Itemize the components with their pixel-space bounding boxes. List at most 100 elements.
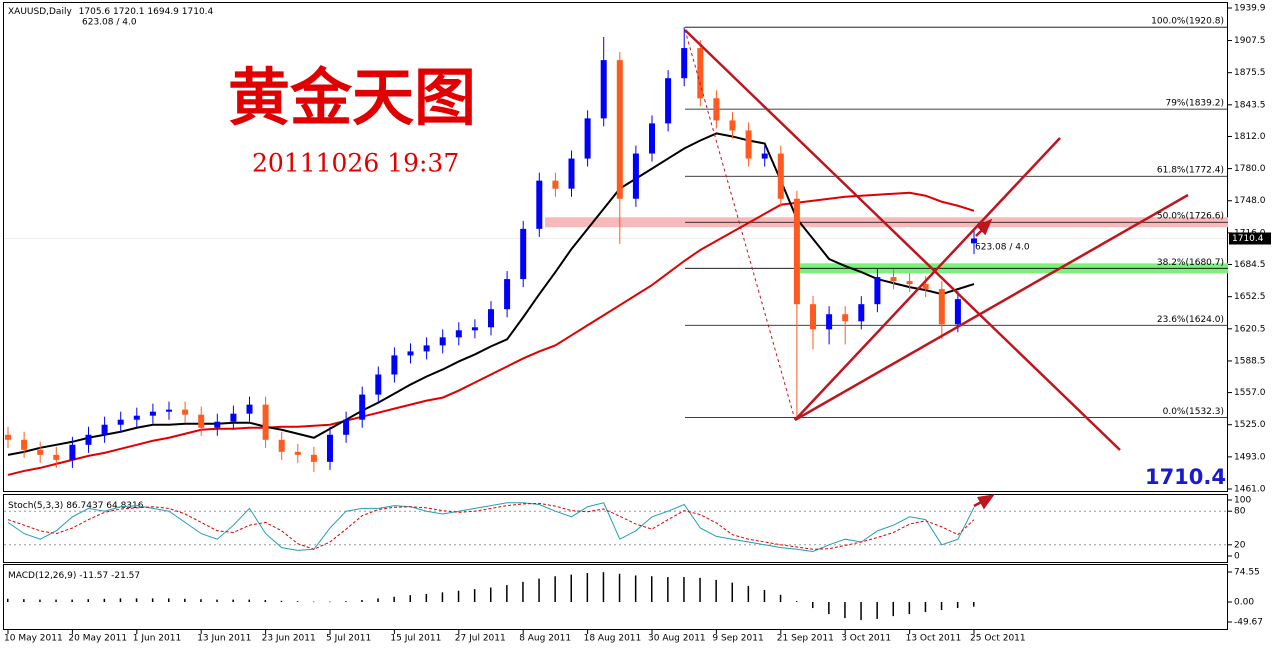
candle-body — [777, 153, 784, 199]
moving-average — [7, 191, 975, 476]
macd-panel — [3, 564, 1228, 630]
candle-body — [166, 409, 172, 412]
ohlc-close: 1710.4 — [182, 7, 214, 17]
y-tick-label: 1875.5 — [1234, 68, 1266, 78]
candle-body — [294, 451, 301, 455]
x-tick-label: 5 Jul 2011 — [326, 634, 371, 644]
candle-body — [826, 314, 833, 330]
macd-bar — [441, 592, 444, 603]
macd-bar — [795, 601, 798, 603]
macd-bar — [651, 576, 653, 603]
x-tick-label: 23 Jun 2011 — [262, 634, 316, 644]
candle-body — [5, 434, 11, 440]
trend-line — [794, 193, 1189, 422]
macd-bar — [876, 602, 878, 619]
symbol-title: XAUUSD,Daily 1705.6 1720.1 1694.9 1710.4 — [8, 7, 214, 17]
macd-bar — [747, 585, 750, 603]
fib-label: 23.6%(1624.0) — [1157, 315, 1224, 325]
y-tick-label: 1748.0 — [1234, 196, 1266, 206]
ohlc-open: 1705.6 — [79, 7, 111, 17]
fib-label: 38.2%(1680.7) — [1157, 258, 1224, 268]
moving-average — [7, 132, 975, 456]
candle-body — [649, 123, 655, 154]
candle-body — [246, 404, 253, 414]
macd-bar — [23, 599, 25, 603]
macd-bar — [232, 599, 234, 603]
y-tick-label: 1780.0 — [1234, 164, 1266, 174]
y-tick-label: 74.55 — [1234, 568, 1260, 578]
x-tick-label: 8 Aug 2011 — [519, 634, 571, 644]
macd-bar — [554, 576, 556, 603]
macd-bar — [667, 577, 669, 603]
x-tick-label: 18 Aug 2011 — [584, 634, 642, 644]
fib-label: 79%(1839.2) — [1165, 99, 1224, 109]
y-tick-label: 1939.9 — [1234, 4, 1266, 14]
y-tick-label: -49.67 — [1234, 618, 1263, 628]
stoch-title: Stoch(5,3,3) 86.7437 64.8316 — [8, 501, 144, 511]
candle-body — [632, 153, 639, 199]
trend-line — [684, 29, 796, 421]
macd-bar — [168, 598, 170, 603]
macd-bar — [248, 599, 250, 603]
overlay-title: 黄金天图 — [228, 61, 476, 134]
macd-value: -11.57 — [79, 571, 108, 581]
candle-body — [552, 180, 559, 189]
macd-bar — [973, 602, 975, 607]
macd-bar — [570, 574, 572, 603]
macd-title: MACD(12,26,9) -11.57 -21.57 — [8, 571, 140, 581]
macd-bar — [119, 598, 122, 603]
candle-body — [922, 284, 929, 290]
y-tick-label: 1557.0 — [1234, 388, 1266, 398]
macd-bar — [763, 589, 766, 603]
macd-signal: -21.57 — [111, 571, 140, 581]
fib-label: 0.0%(1532.3) — [1163, 407, 1224, 417]
fib-label: 50.0%(1726.6) — [1157, 212, 1224, 222]
macd-bar — [956, 602, 959, 609]
macd-bar — [586, 573, 589, 603]
macd-bar — [377, 598, 379, 603]
macd-bar — [538, 578, 540, 603]
x-tick-label: 15 Jul 2011 — [390, 634, 441, 644]
candle-body — [262, 404, 269, 440]
y-tick-label: 1461.0 — [1234, 485, 1266, 495]
macd-bar — [329, 601, 331, 603]
x-tick-label: 25 Oct 2011 — [970, 634, 1026, 644]
y-tick-label: 1620.5 — [1234, 324, 1266, 334]
arrow-head — [975, 218, 993, 236]
macd-bar — [924, 602, 927, 613]
candle-body — [665, 78, 672, 124]
candle-body — [85, 434, 92, 445]
y-tick-label: 1588.5 — [1234, 356, 1266, 366]
y-tick-label: 0 — [1234, 552, 1240, 562]
candle-body — [53, 454, 60, 460]
y-tick-label: 1812.0 — [1234, 132, 1266, 142]
macd-bar — [280, 600, 283, 603]
trend-line — [794, 137, 1061, 421]
candle-body — [536, 180, 543, 229]
macd-bar — [216, 599, 218, 603]
candle-body — [182, 409, 189, 415]
macd-bar — [361, 599, 363, 603]
y-tick-label: 100 — [1234, 496, 1251, 506]
candle-body — [310, 454, 317, 462]
candle-body — [423, 345, 430, 352]
main-panel — [3, 2, 1228, 492]
macd-bar — [731, 582, 733, 603]
macd-bar — [490, 587, 492, 603]
x-tick-label: 3 Oct 2011 — [841, 634, 891, 644]
macd-bar — [151, 598, 154, 603]
annotation: 623.08 / 4.0 — [975, 243, 1030, 253]
macd-bar — [715, 579, 717, 603]
candle-body — [810, 304, 816, 330]
macd-bar — [779, 594, 782, 603]
candle-body — [21, 439, 28, 450]
y-tick-label: 80 — [1234, 507, 1246, 517]
macd-bar — [71, 599, 73, 603]
candle-body — [214, 421, 221, 428]
trend-line — [684, 29, 1121, 451]
macd-bar — [618, 573, 621, 603]
candle-body — [375, 374, 382, 395]
ohlc-high: 1720.1 — [113, 7, 145, 17]
candle-body — [343, 419, 350, 435]
candle-body — [198, 414, 205, 428]
